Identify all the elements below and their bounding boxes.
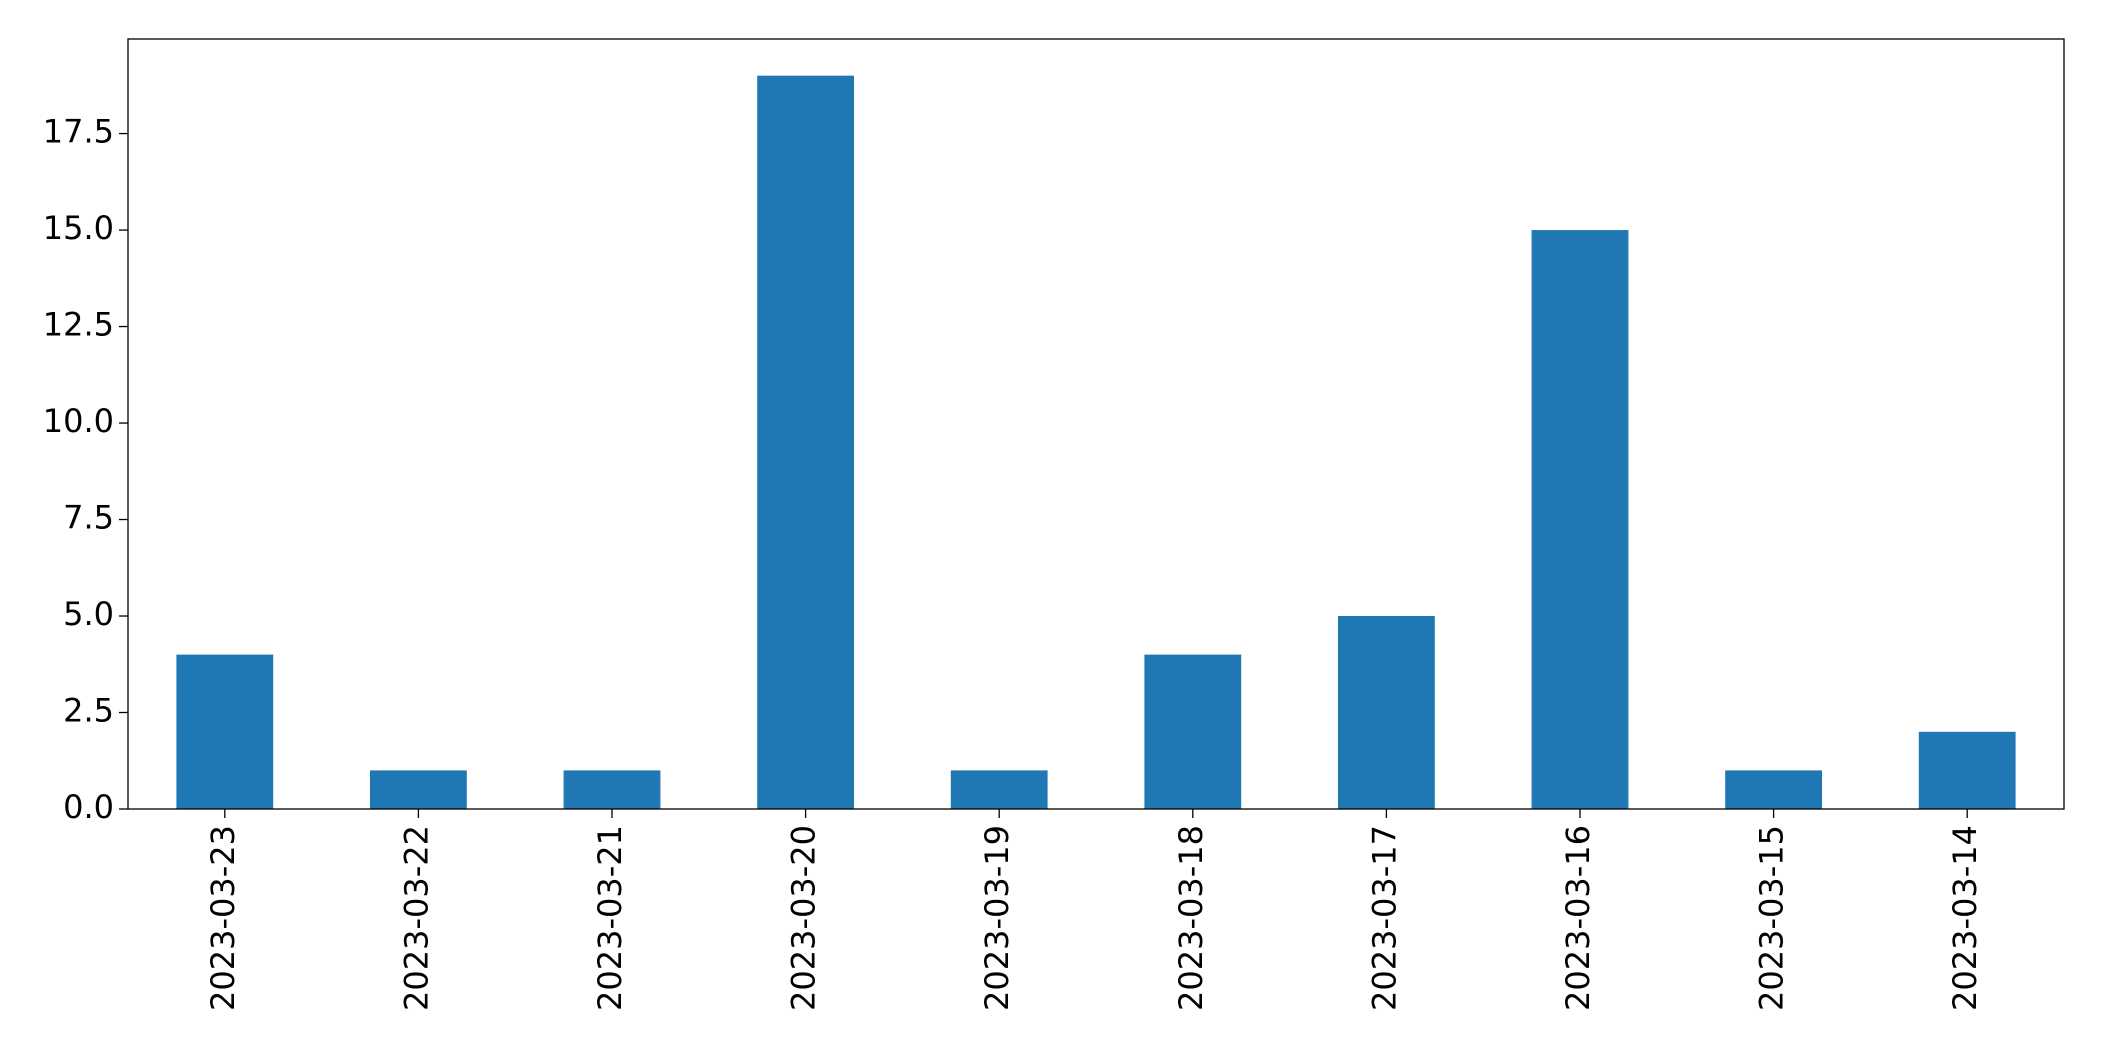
y-tick-label: 17.5 [43, 113, 114, 151]
x-tick-label: 2023-03-17 [1365, 825, 1403, 1011]
x-tick-label: 2023-03-23 [204, 825, 242, 1011]
y-tick-label: 12.5 [43, 306, 114, 344]
bar [1144, 654, 1242, 809]
bar [757, 75, 854, 809]
y-tick-label: 10.0 [43, 402, 114, 440]
bar [563, 770, 661, 809]
x-tick-label: 2023-03-20 [785, 825, 823, 1011]
x-tick-label: 2023-03-21 [591, 825, 629, 1011]
x-tick-label: 2023-03-19 [978, 825, 1016, 1011]
bar [1918, 731, 2016, 809]
x-tick-label: 2023-03-15 [1753, 825, 1791, 1011]
x-tick-label: 2023-03-22 [397, 825, 435, 1011]
x-tick-label: 2023-03-18 [1172, 825, 1210, 1011]
bar [1725, 770, 1822, 809]
y-tick-label: 7.5 [63, 499, 114, 537]
bar [370, 770, 467, 809]
plot-frame [127, 38, 2065, 810]
bar [950, 770, 1048, 809]
x-tick-label: 2023-03-16 [1559, 825, 1597, 1011]
bar [1531, 230, 1629, 810]
y-tick-label: 15.0 [43, 209, 114, 247]
bar [1338, 616, 1435, 809]
y-tick-label: 5.0 [63, 595, 114, 633]
y-tick-label: 2.5 [63, 692, 114, 730]
bar [176, 654, 274, 809]
x-tick-label: 2023-03-14 [1946, 825, 1984, 1011]
y-tick-label: 0.0 [63, 788, 114, 826]
